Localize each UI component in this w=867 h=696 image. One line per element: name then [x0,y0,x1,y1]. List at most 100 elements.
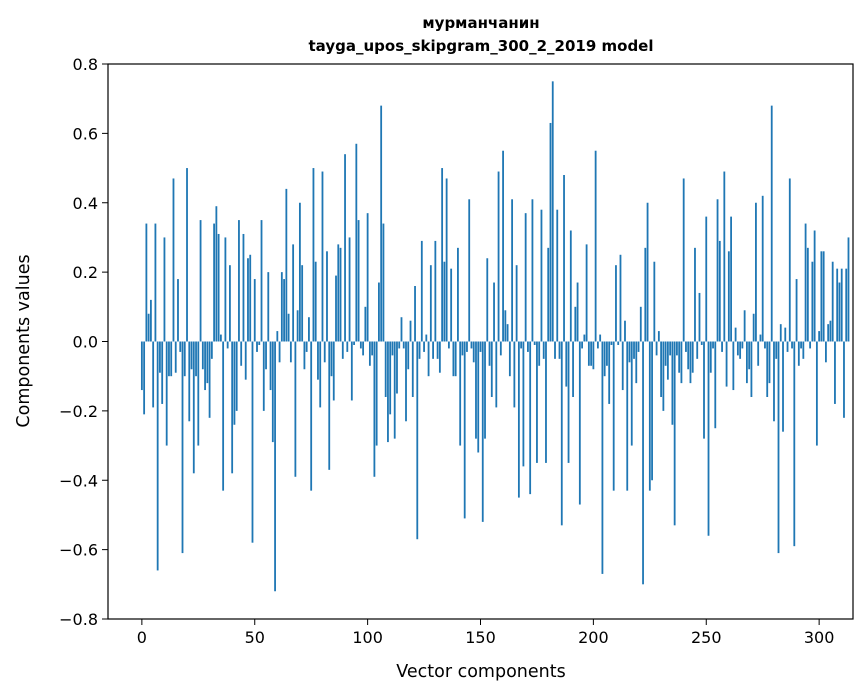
bar-component-224 [646,202,649,342]
bar-component-22 [190,341,193,370]
bar-component-305 [829,320,832,342]
bar-component-106 [380,105,383,342]
bar-component-99 [364,306,367,342]
bar-component-45 [242,233,245,342]
bar-component-201 [594,150,597,342]
bar-component-241 [685,341,687,352]
bar-component-250 [705,216,708,342]
bar-component-293 [802,341,805,359]
bar-component-2 [145,223,148,342]
bar-component-116 [402,341,405,349]
bar-component-8 [159,341,161,373]
bar-component-20 [186,168,188,342]
bar-component-103 [373,341,376,477]
bar-component-83 [328,341,331,470]
bar-component-311 [843,341,845,418]
bar-component-286 [786,341,789,352]
bar-component-65 [287,313,290,342]
bar-component-124 [420,240,423,342]
bar-component-209 [612,341,615,491]
bar-component-299 [815,341,818,446]
bar-component-128 [429,265,432,342]
bar-component-161 [504,310,507,342]
bar-component-258 [723,171,726,342]
bar-component-227 [653,261,656,342]
bar-component-31 [210,341,213,359]
bar-component-239 [680,341,683,384]
bar-component-234 [669,341,672,356]
bar-component-125 [423,341,425,352]
bar-component-108 [384,341,387,397]
bar-component-220 [637,341,640,352]
bar-component-283 [779,324,782,342]
bar-component-290 [795,279,798,342]
bar-component-141 [459,341,462,446]
bar-component-39 [229,265,231,342]
bar-component-287 [788,178,791,342]
bar-component-278 [768,341,771,384]
bar-component-266 [741,341,744,349]
bar-component-212 [619,254,622,342]
bar-component-132 [438,341,441,373]
bar-component-126 [425,334,428,342]
bar-component-73 [305,341,308,352]
bar-component-170 [524,213,527,342]
bar-component-192 [574,306,577,342]
bar-component-89 [341,341,344,359]
bar-component-56 [267,272,270,342]
bar-component-49 [251,341,254,543]
bar-component-218 [633,341,635,359]
bar-component-122 [416,341,419,540]
bar-component-81 [323,341,326,363]
bar-component-243 [689,341,692,384]
y-tick-label: −0.2 [59,402,98,421]
bar-component-143 [463,341,466,519]
bar-component-92 [348,237,351,342]
bar-component-235 [671,341,674,425]
bar-component-72 [303,341,306,370]
bar-component-53 [260,220,263,342]
y-tick-label: −0.8 [59,610,98,629]
bar-component-74 [308,317,310,342]
bar-component-55 [265,341,267,370]
bar-component-183 [554,341,556,359]
bar-component-76 [312,168,315,342]
bar-component-152 [484,341,486,439]
bar-component-263 [734,327,737,342]
bar-component-176 [538,341,541,366]
bar-component-123 [418,341,421,359]
x-axis-label: Vector components [396,662,565,682]
bar-component-159 [499,341,502,356]
bar-component-281 [775,341,778,359]
bar-component-174 [533,341,536,345]
bar-component-121 [414,286,416,342]
bar-component-238 [678,341,681,373]
bar-component-57 [269,341,272,391]
chart-title-line-1: мурманчанин [422,14,539,32]
bar-component-94 [353,341,355,345]
bar-component-104 [375,341,378,446]
x-tick-label: 200 [578,628,609,647]
bars-group [140,81,850,592]
bar-component-142 [461,341,464,356]
bar-component-163 [508,341,511,377]
bar-component-181 [549,122,552,342]
bar-component-194 [578,341,581,505]
bar-component-257 [721,341,723,352]
bar-component-77 [314,261,317,342]
y-tick-label: 0.0 [73,333,98,352]
bar-component-90 [344,154,346,342]
bar-component-246 [696,341,699,359]
bar-component-68 [294,341,297,477]
bar-component-148 [475,341,477,439]
x-tick-label: 0 [137,628,147,647]
bar-component-12 [168,341,170,377]
bar-component-282 [777,341,780,554]
bar-component-21 [188,341,191,422]
bar-component-186 [560,341,563,526]
bar-component-131 [436,341,439,359]
bar-component-15 [174,341,177,373]
bar-component-42 [235,341,238,411]
bar-component-127 [427,341,430,377]
bar-component-295 [806,247,809,342]
